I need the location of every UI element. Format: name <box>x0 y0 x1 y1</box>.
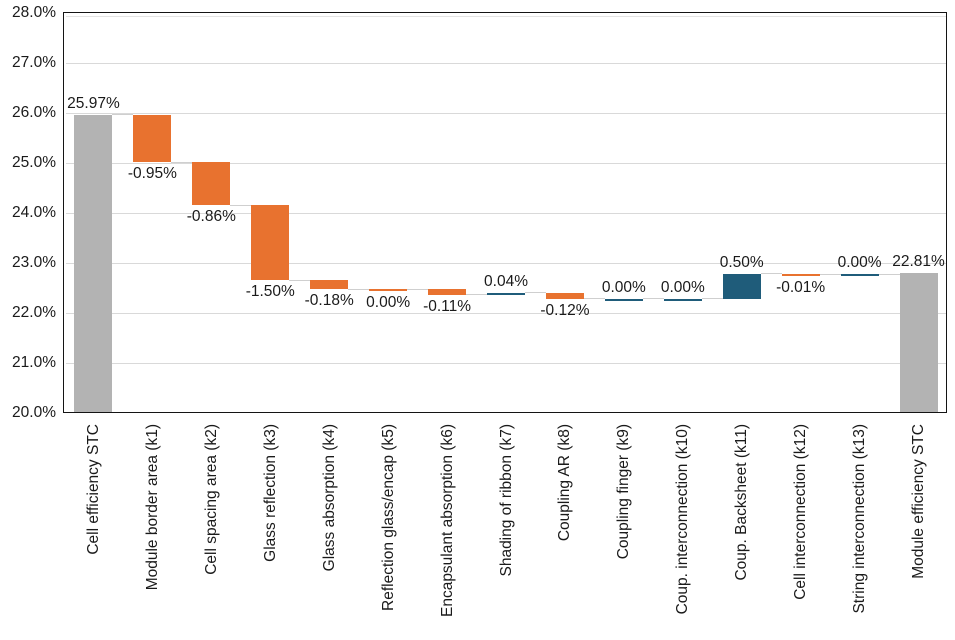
connector-line <box>878 273 900 275</box>
x-axis-category-label: Shading of ribbon (k7) <box>497 424 515 577</box>
waterfall-bar-total <box>74 114 113 413</box>
gridline <box>65 362 947 364</box>
y-axis-tick-label: 21.0% <box>12 354 56 371</box>
gridline <box>65 212 947 214</box>
waterfall-bar-decrease <box>310 280 349 289</box>
connector-line <box>112 114 134 115</box>
waterfall-bar-decrease <box>133 114 172 162</box>
waterfall-bar-decrease <box>192 162 231 205</box>
x-axis-category-label: Cell interconnection (k12) <box>792 424 810 600</box>
x-axis-category-label: Glass absorption (k4) <box>320 424 338 572</box>
connector-line <box>407 288 429 290</box>
bar-data-label: -0.11% <box>423 297 472 315</box>
y-axis-tick-label: 25.0% <box>12 154 56 171</box>
gridline <box>65 162 947 164</box>
bar-data-label: -0.86% <box>186 208 236 225</box>
bar-data-label: 22.81% <box>892 252 945 270</box>
x-axis-category-label: Reflection glass/encap (k5) <box>379 424 397 611</box>
x-axis-category-label: Cell efficiency STC <box>84 424 102 555</box>
bar-data-label: 0.04% <box>484 272 528 290</box>
bar-data-label: -0.95% <box>127 165 177 182</box>
gridline <box>65 112 947 114</box>
y-axis-tick-label: 28.0% <box>12 4 56 21</box>
waterfall-bar-decrease <box>428 289 467 295</box>
gridline <box>65 312 947 314</box>
y-axis-tick-label: 26.0% <box>12 104 56 121</box>
gridline <box>65 262 947 264</box>
waterfall-bar-decrease <box>369 289 408 291</box>
y-axis-tick-label: 23.0% <box>12 254 56 271</box>
bar-data-label: 0.50% <box>719 253 764 271</box>
connector-line <box>642 298 664 299</box>
x-axis-category-label: Cell spacing area (k2) <box>202 424 220 575</box>
connector-line <box>819 273 841 275</box>
connector-line <box>525 292 546 293</box>
x-axis-category-label: Coup. Backsheet (k11) <box>733 424 751 581</box>
connector-line <box>701 298 723 299</box>
connector-line <box>583 298 605 299</box>
bar-data-label: 0.00% <box>660 278 705 296</box>
y-axis-tick-label: 27.0% <box>12 54 56 71</box>
connector-line <box>171 161 193 163</box>
y-axis-tick-label: 22.0% <box>12 304 56 321</box>
connector-line <box>230 204 252 206</box>
waterfall-bar-increase <box>663 298 702 301</box>
waterfall-bar-increase <box>840 274 879 276</box>
bar-data-label: 25.97% <box>67 94 120 112</box>
gridline <box>65 15 947 17</box>
waterfall-bar-increase <box>604 298 643 301</box>
waterfall-bar-increase <box>487 292 525 295</box>
x-axis-category-label: Glass reflection (k3) <box>261 424 279 562</box>
connector-line <box>466 294 487 295</box>
x-axis-category-label: Coupling finger (k9) <box>615 424 633 560</box>
bar-data-label: 0.00% <box>601 278 646 296</box>
x-axis-category-label: Encapsulant absorption (k6) <box>438 424 456 618</box>
bar-data-label: 0.00% <box>837 254 882 271</box>
bar-data-label: -0.18% <box>304 292 354 309</box>
bar-data-label: 0.00% <box>366 294 411 311</box>
waterfall-bar-decrease <box>251 205 290 280</box>
x-axis-category-label: Coup. interconnection (k10) <box>674 424 692 615</box>
waterfall-bar-increase <box>722 273 761 299</box>
y-axis-tick-label: 24.0% <box>12 204 56 221</box>
gridline <box>65 62 947 64</box>
waterfall-bar-decrease <box>545 292 584 299</box>
x-axis-category-label: String interconnection (k13) <box>851 424 869 614</box>
y-axis-tick-label: 20.0% <box>12 404 56 421</box>
x-axis-category-label: Module efficiency STC <box>910 424 928 579</box>
bar-data-label: -0.01% <box>776 278 826 296</box>
waterfall-bar-total <box>899 272 938 413</box>
x-axis-category-label: Module border area (k1) <box>143 424 161 591</box>
bar-data-label: -0.12% <box>540 301 590 319</box>
x-axis-category-label: Coupling AR (k8) <box>556 424 574 542</box>
connector-line <box>348 288 370 290</box>
connector-line <box>289 279 311 281</box>
waterfall-bar-decrease <box>781 273 820 276</box>
bar-data-label: -1.50% <box>245 283 295 300</box>
connector-line <box>760 273 782 274</box>
